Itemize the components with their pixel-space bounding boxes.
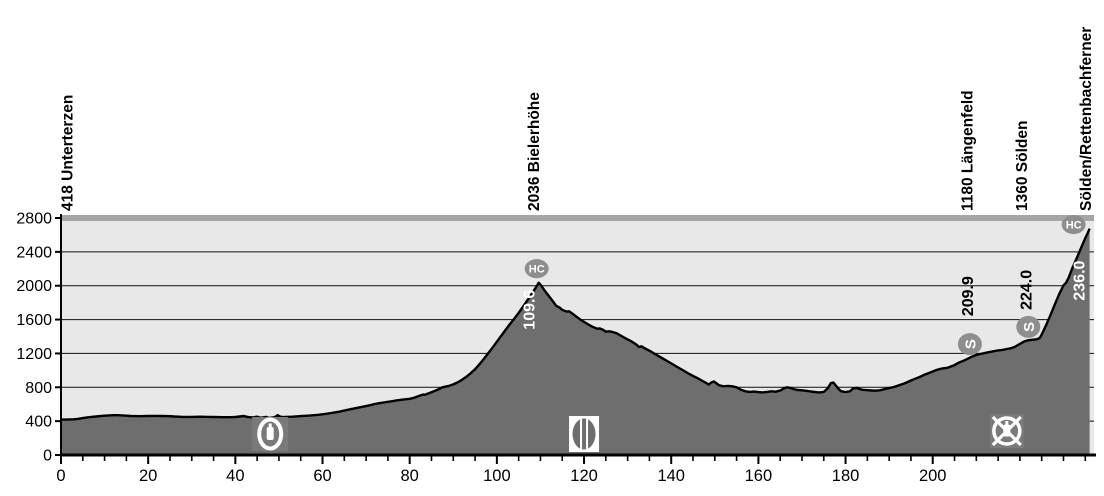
bottle-discard-icon xyxy=(989,414,1024,448)
bottle-ring xyxy=(257,417,284,451)
station-label-solden: 1360 Sölden xyxy=(1014,121,1031,211)
top-band xyxy=(61,215,1094,221)
waypoint-solden: 1360 Sölden 224.0 S xyxy=(1014,121,1041,338)
bottle-neck xyxy=(268,423,272,428)
y-tick-label-2000: 2000 xyxy=(16,278,52,295)
route-icons xyxy=(252,414,1024,452)
sprint-badge-langenfeld: S xyxy=(957,333,982,356)
x-tick-label-140: 140 xyxy=(657,467,685,485)
badge-text: HC xyxy=(1066,220,1082,232)
waypoint-langenfeld: 1180 Längenfeld 209.9 S xyxy=(957,90,982,356)
x-tick-label-180: 180 xyxy=(832,467,860,485)
station-label-solden-rettenbachferner: Sölden/Rettenbachferner xyxy=(1078,27,1095,211)
x-tick-label-0: 0 xyxy=(56,467,65,485)
y-axis: 0 400 800 1200 1600 2000 2400 2800 xyxy=(16,211,61,465)
badge-circle xyxy=(957,333,982,356)
badge-circle xyxy=(1061,215,1086,235)
profile-area xyxy=(61,228,1090,455)
musette-bag xyxy=(572,418,596,450)
feed-zone-icon xyxy=(569,416,600,452)
badge-text: HC xyxy=(529,264,545,276)
bottle-ring xyxy=(992,416,1022,446)
cross-line-2 xyxy=(991,415,1022,447)
x-tick-label-60: 60 xyxy=(313,467,331,485)
sprint-badge-solden: S xyxy=(1016,315,1041,338)
x-tick-label-160: 160 xyxy=(745,467,773,485)
water-bottle-icon xyxy=(252,417,289,451)
waypoint-solden-rettenbachferner: Sölden/Rettenbachferner 236.0 HC xyxy=(1061,27,1095,301)
y-tick-label-400: 400 xyxy=(25,414,52,431)
hc-climb-badge-bielerhohe: HC xyxy=(524,259,549,279)
badge-text: S xyxy=(962,339,979,349)
badge-circle xyxy=(1016,315,1041,338)
x-tick-label-100: 100 xyxy=(483,467,511,485)
y-tick-label-800: 800 xyxy=(25,380,52,397)
y-tick-label-2400: 2400 xyxy=(16,244,52,261)
x-tick-label-80: 80 xyxy=(401,467,419,485)
x-tick-label-40: 40 xyxy=(226,467,244,485)
bottle-body xyxy=(266,427,274,440)
station-label-bielerhohe: 2036 Bielerhöhe xyxy=(526,92,543,211)
badge-text: S xyxy=(1021,322,1038,332)
distance-label-solden-rettenbachferner: 236.0 xyxy=(1072,260,1089,300)
waypoints: 418 Unterterzen 2036 Bielerhöhe 109.6 HC 118… xyxy=(60,27,1095,356)
station-label-unterterzen: 418 Unterterzen xyxy=(60,95,77,211)
y-tick-label-1200: 1200 xyxy=(16,346,52,363)
distance-label-solden: 224.0 xyxy=(1018,270,1035,310)
badge-circle xyxy=(524,259,549,279)
x-tick-label-20: 20 xyxy=(139,467,157,485)
x-axis: 0 20 40 60 80 100 120 140 160 180 200 xyxy=(56,456,1087,485)
x-tick-label-200: 200 xyxy=(919,467,947,485)
y-tick-label-1600: 1600 xyxy=(16,312,52,329)
hc-climb-badge-solden-rettenbachferner: HC xyxy=(1061,215,1086,235)
x-tick-label-120: 120 xyxy=(570,467,598,485)
waypoint-unterterzen: 418 Unterterzen xyxy=(60,95,77,211)
y-tick-label-0: 0 xyxy=(43,448,52,465)
distance-label-langenfeld: 209.9 xyxy=(960,276,977,316)
bottle-neck xyxy=(1005,421,1009,425)
distance-label-bielerhohe: 109.6 xyxy=(522,290,539,330)
station-label-langenfeld: 1180 Längenfeld xyxy=(959,90,976,211)
y-tick-label-2800: 2800 xyxy=(16,211,52,228)
waypoint-bielerhohe: 2036 Bielerhöhe 109.6 HC xyxy=(522,92,549,330)
profile-line xyxy=(61,228,1091,421)
